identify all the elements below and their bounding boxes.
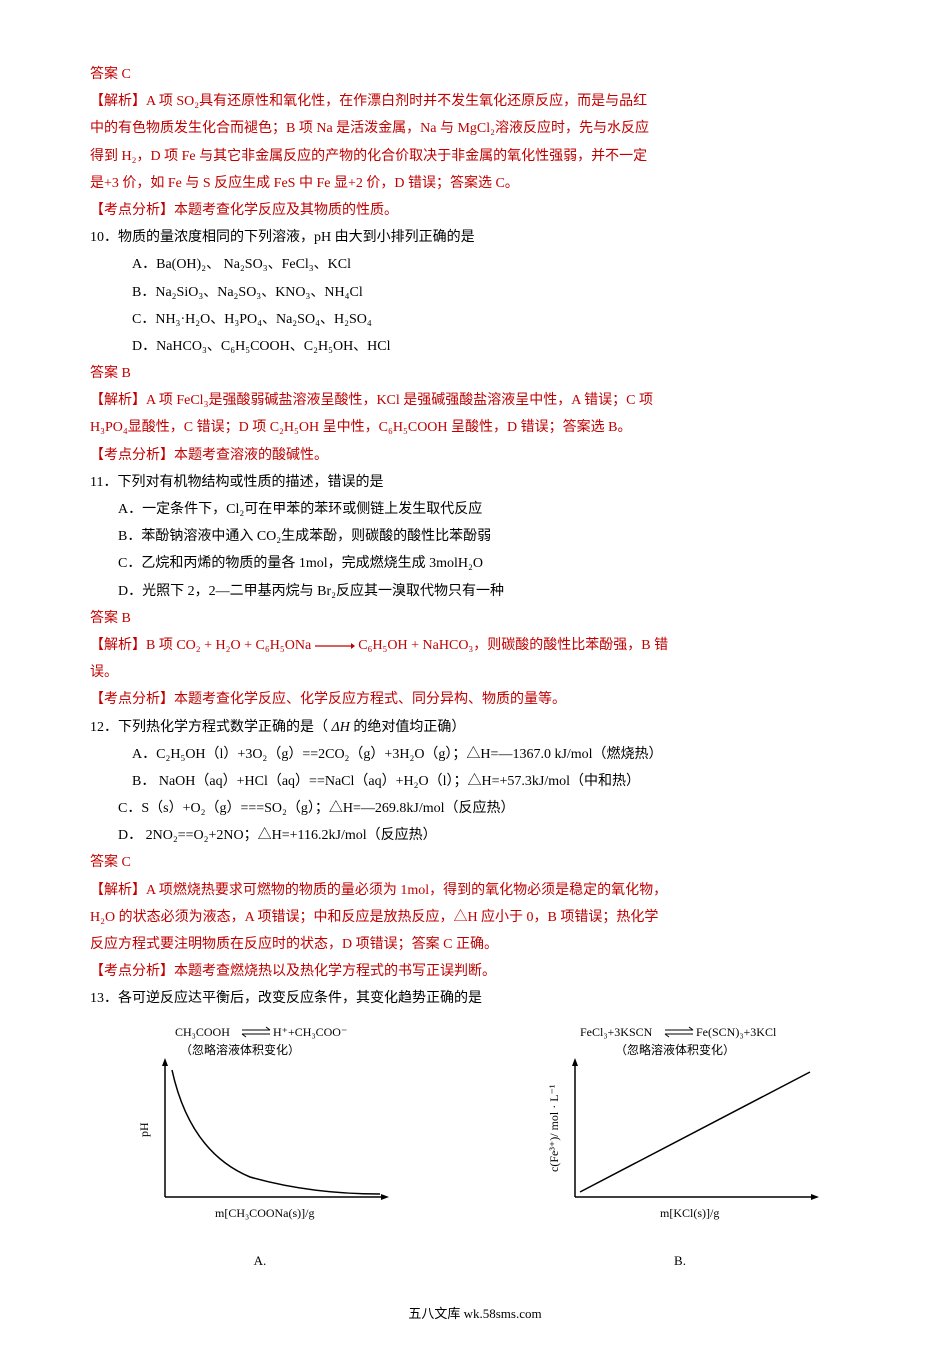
q11-option-d: D．光照下 2，2—二甲基丙烷与 Br₂反应其一溴取代物只有一种 bbox=[90, 579, 860, 604]
explain-4-line1: 【解析】A 项燃烧热要求可燃物的物质的量必须为 1mol，得到的氧化物必须是稳定… bbox=[90, 878, 860, 903]
explain-1-line1: 【解析】A 项 SO₂具有还原性和氧化性，在作漂白剂时并不发生氧化还原反应，而是… bbox=[90, 89, 860, 114]
chart-b-caption: B. bbox=[520, 1249, 840, 1272]
keypoint-2: 【考点分析】本题考查溶液的酸碱性。 bbox=[90, 443, 860, 468]
page-footer: 五八文库 wk.58sms.com bbox=[90, 1302, 860, 1325]
equilibrium-arrow-icon bbox=[242, 1027, 270, 1037]
chart-a-block: CH₃COOH H⁺+CH₃COO⁻ （忽略溶液体积变化） pH m[CH₃CO… bbox=[110, 1022, 410, 1273]
charts-row: CH₃COOH H⁺+CH₃COO⁻ （忽略溶液体积变化） pH m[CH₃CO… bbox=[90, 1022, 860, 1273]
chart-b-eq-right: Fe(SCN)₃+3KCl bbox=[696, 1025, 777, 1039]
chart-a: CH₃COOH H⁺+CH₃COO⁻ （忽略溶液体积变化） pH m[CH₃CO… bbox=[110, 1022, 410, 1232]
q12-part-a: 12．下列热化学方程式数学正确的是（ bbox=[90, 720, 328, 735]
exp3-1b: C₆H₅OH + NaHCO₃，则碳酸的酸性比苯酚强，B 错 bbox=[358, 638, 668, 653]
chart-b-ylabel: c(Fe³⁺)/ mol · L⁻¹ bbox=[547, 1084, 561, 1172]
explain-4-line3: 反应方程式要注明物质在反应时的状态，D 项错误；答案 C 正确。 bbox=[90, 932, 860, 957]
chart-b-block: FeCl₃+3KSCN Fe(SCN)₃+3KCl （忽略溶液体积变化） c(F… bbox=[520, 1022, 840, 1273]
chart-a-note: （忽略溶液体积变化） bbox=[180, 1042, 300, 1057]
chart-a-caption: A. bbox=[110, 1249, 410, 1272]
chart-b-curve bbox=[580, 1072, 810, 1192]
q10-option-c: C．NH₃·H₂O、H₃PO₄、Na₂SO₄、H₂SO₄ bbox=[90, 307, 860, 332]
q10-option-d: D．NaHCO₃、C₆H₅COOH、C₂H₅OH、HCl bbox=[90, 334, 860, 359]
equilibrium-arrow-icon bbox=[665, 1027, 693, 1037]
exp3-1a: 【解析】B 项 CO₂ + H₂O + C₆H₅ONa bbox=[90, 638, 315, 653]
chart-a-eq-right: H⁺+CH₃COO⁻ bbox=[273, 1025, 347, 1039]
reaction-arrow-icon bbox=[315, 641, 355, 651]
chart-a-eq-left: CH₃COOH bbox=[175, 1025, 230, 1039]
q11-option-a: A．一定条件下，Cl₂可在甲苯的苯环或侧链上发生取代反应 bbox=[90, 497, 860, 522]
q12-option-b: B． NaOH（aq）+HCl（aq）==NaCl（aq）+H₂O（l）；△H=… bbox=[90, 769, 860, 794]
keypoint-4: 【考点分析】本题考查燃烧热以及热化学方程式的书写正误判断。 bbox=[90, 959, 860, 984]
chart-b-eq-left: FeCl₃+3KSCN bbox=[580, 1025, 653, 1039]
chart-b-xlabel: m[KCl(s)]/g bbox=[660, 1206, 719, 1220]
chart-a-ylabel: pH bbox=[137, 1122, 151, 1137]
keypoint-1: 【考点分析】本题考查化学反应及其物质的性质。 bbox=[90, 198, 860, 223]
question-12: 12．下列热化学方程式数学正确的是（ ΔH 的绝对值均正确） bbox=[90, 715, 860, 740]
question-11: 11．下列对有机物结构或性质的描述，错误的是 bbox=[90, 470, 860, 495]
q12-option-a: A．C₂H₅OH（l）+3O₂（g）==2CO₂（g）+3H₂O（g）；△H=—… bbox=[90, 742, 860, 767]
answer-c: 答案 C bbox=[90, 62, 860, 87]
explain-4-line2: H₂O 的状态必须为液态，A 项错误；中和反应是放热反应，△H 应小于 0，B … bbox=[90, 905, 860, 930]
answer-b-10: 答案 B bbox=[90, 361, 860, 386]
q12-option-c: C．S（s）+O₂（g）===SO₂（g）；△H=—269.8kJ/mol（反应… bbox=[90, 796, 860, 821]
explain-1-line3: 得到 H₂，D 项 Fe 与其它非金属反应的产物的化合价取决于非金属的氧化性强弱… bbox=[90, 144, 860, 169]
explain-2-line2: H₃PO₄显酸性，C 错误；D 项 C₂H₅OH 呈中性，C₆H₅COOH 呈酸… bbox=[90, 415, 860, 440]
keypoint-3: 【考点分析】本题考查化学反应、化学反应方程式、同分异构、物质的量等。 bbox=[90, 687, 860, 712]
explain-2-line1: 【解析】A 项 FeCl₃是强酸弱碱盐溶液呈酸性，KCl 是强碱强酸盐溶液呈中性… bbox=[90, 388, 860, 413]
explain-1-line2: 中的有色物质发生化合而褪色；B 项 Na 是活泼金属，Na 与 MgCl₂溶液反… bbox=[90, 116, 860, 141]
question-10: 10．物质的量浓度相同的下列溶液，pH 由大到小排列正确的是 bbox=[90, 225, 860, 250]
chart-a-curve bbox=[172, 1070, 380, 1194]
chart-b-note: （忽略溶液体积变化） bbox=[615, 1042, 735, 1057]
chart-b-x-arrow-icon bbox=[811, 1194, 819, 1200]
q12-option-d: D． 2NO₂==O₂+2NO；△H=+116.2kJ/mol（反应热） bbox=[90, 823, 860, 848]
delta-h-symbol: ΔH bbox=[332, 720, 350, 735]
q12-part-b: 的绝对值均正确） bbox=[353, 720, 465, 735]
explain-1-line4: 是+3 价，如 Fe 与 S 反应生成 FeS 中 Fe 显+2 价，D 错误；… bbox=[90, 171, 860, 196]
q11-option-b: B．苯酚钠溶液中通入 CO₂生成苯酚，则碳酸的酸性比苯酚弱 bbox=[90, 524, 860, 549]
chart-b: FeCl₃+3KSCN Fe(SCN)₃+3KCl （忽略溶液体积变化） c(F… bbox=[520, 1022, 840, 1232]
q10-option-a: A．Ba(OH)₂、 Na₂SO₃、FeCl₃、KCl bbox=[90, 252, 860, 277]
question-13: 13．各可逆反应达平衡后，改变反应条件，其变化趋势正确的是 bbox=[90, 986, 860, 1011]
answer-b-11: 答案 B bbox=[90, 606, 860, 631]
explain-3-line1: 【解析】B 项 CO₂ + H₂O + C₆H₅ONa C₆H₅OH + NaH… bbox=[90, 633, 860, 658]
chart-b-y-arrow-icon bbox=[572, 1058, 578, 1066]
q10-option-b: B．Na₂SiO₃、Na₂SO₃、KNO₃、NH₄Cl bbox=[90, 280, 860, 305]
chart-a-xlabel: m[CH₃COONa(s)]/g bbox=[215, 1206, 315, 1220]
answer-c-12: 答案 C bbox=[90, 850, 860, 875]
chart-a-x-arrow-icon bbox=[381, 1194, 389, 1200]
q11-option-c: C．乙烷和丙烯的物质的量各 1mol，完成燃烧生成 3molH₂O bbox=[90, 551, 860, 576]
explain-3-line2: 误。 bbox=[90, 660, 860, 685]
chart-a-y-arrow-icon bbox=[162, 1058, 168, 1066]
